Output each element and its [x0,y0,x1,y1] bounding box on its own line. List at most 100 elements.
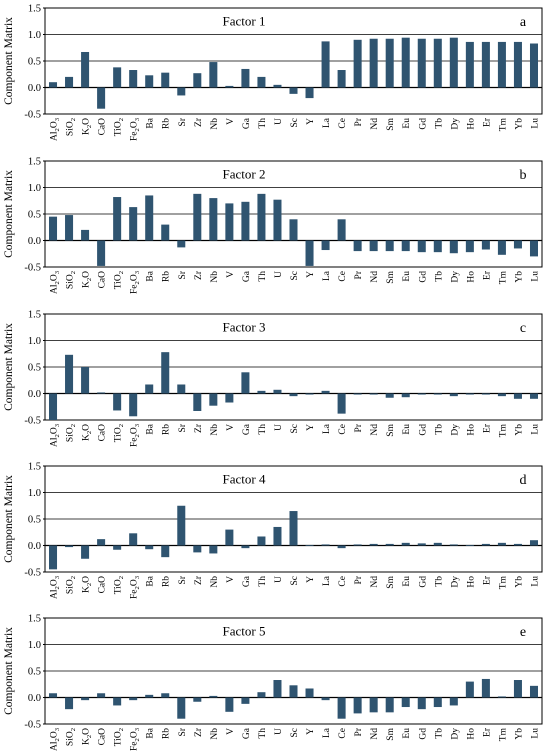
bar-er [481,393,490,395]
x-tick-label: Tm [498,727,508,741]
x-tick-label: Gd [418,118,428,130]
x-tick-label: CaO [98,271,108,289]
y-tick-label: 1.5 [28,310,41,321]
y-tick-label: 1.0 [28,30,41,41]
bar-sr [177,505,186,546]
x-tick-label: Pr [354,270,364,279]
y-tick-label: 0.5 [28,57,41,68]
x-tick-label: Lu [530,728,540,739]
panel-letter: e [520,625,526,640]
x-tick-label: Tb [434,728,444,739]
bar-ga [241,372,250,394]
bar-y [305,688,314,698]
bar-yb [513,41,522,88]
x-tick-label: Eu [402,424,412,435]
x-tick-label: Pr [354,575,364,584]
x-tick-label: SiO2​ [66,728,78,746]
bar-zr [193,193,202,241]
x-tick-label: Pr [354,727,364,736]
y-tick-label: 0.5 [28,667,41,678]
bar-dy [449,37,458,88]
bar-sio2 [65,215,74,241]
bar-lu [529,240,538,257]
bar-yb [513,393,522,399]
bar-zr [193,73,202,88]
panel-letter: d [520,473,527,488]
chart-panel-3: 1.5 1.0 0.5 0.0 -0.5 Al2​O3​ SiO2​ K2​O CaO TiO2​… [3,310,543,447]
bar-la [321,544,330,546]
bar-ga [241,68,250,88]
chart-panel-4: 1.5 1.0 0.5 0.0 -0.5 Al2​O3​ SiO2​ K2​O CaO TiO2​… [3,462,543,599]
x-tick-label: Zr [194,117,204,127]
x-tick-label: SiO2​ [66,271,78,289]
bar-th [257,536,266,546]
bar-sio2 [65,545,74,548]
x-tick-label: Ba [146,727,156,738]
x-tick-label: Sm [386,117,396,130]
x-tick-label: CaO [98,576,108,594]
bar-ce [337,70,346,88]
x-tick-label: Tm [498,575,508,589]
y-tick-label: 1.0 [28,183,41,194]
bar-v [225,203,234,241]
bar-er [481,240,490,250]
x-tick-label: Er [482,117,492,127]
bar-v [225,529,234,546]
bar-nd [369,697,378,713]
bar-al2o3 [49,82,58,88]
x-tick-label: Ce [338,118,348,129]
x-tick-label: Gd [418,424,428,436]
x-tick-label: Eu [402,728,412,739]
bar-zr [193,697,202,702]
y-tick-label: -0.5 [24,263,41,274]
x-tick-label: La [322,575,332,586]
x-tick-label: V [226,728,236,735]
chart-title: Factor 4 [223,472,266,487]
bar-cao [97,240,106,266]
bar-k2o [81,367,90,394]
x-tick-label: Nb [210,424,220,436]
bar-v [225,393,234,403]
x-tick-label: TiO2​ [114,728,126,746]
bar-y [305,544,314,546]
bar-sc [289,393,298,397]
bar-pr [353,544,362,546]
x-tick-label: Rb [162,728,172,739]
x-tick-label: TiO2​ [114,424,126,442]
chart-title: Factor 3 [223,320,266,335]
bar-tm [497,240,506,255]
x-tick-label: Sm [386,575,396,588]
x-tick-label: Sr [178,727,188,736]
bar-eu [401,240,410,252]
bar-th [257,390,266,394]
x-tick-label: Sc [290,271,300,281]
y-tick-label: -0.5 [24,110,41,121]
y-tick-label: 0.0 [28,83,41,94]
bar-fe2o3 [129,533,138,546]
bar-sc [289,511,298,546]
x-tick-label: Fe2​O3​ [130,270,142,294]
y-tick-label: 0.5 [28,515,41,526]
bar-sm [385,240,394,252]
bar-gd [417,393,426,395]
y-tick-label: 0.5 [28,363,41,374]
x-tick-label: Sr [178,423,188,432]
x-tick-label: U [274,728,284,735]
bar-al2o3 [49,393,58,420]
bar-sr [177,384,186,394]
x-tick-label: La [322,270,332,281]
bar-cao [97,87,106,109]
x-tick-label: Y [306,271,316,278]
bar-yb [513,680,522,698]
x-tick-label: Er [482,575,492,585]
x-tick-label: Yb [514,424,524,436]
x-tick-label: TiO2​ [114,271,126,289]
x-tick-label: Ga [242,117,252,129]
bar-sio2 [65,354,74,394]
bar-rb [161,545,170,558]
bar-zr [193,545,202,553]
bar-k2o [81,697,90,701]
x-tick-label: K2​O [82,424,94,441]
bar-eu [401,542,410,546]
x-tick-label: Sc [290,424,300,434]
